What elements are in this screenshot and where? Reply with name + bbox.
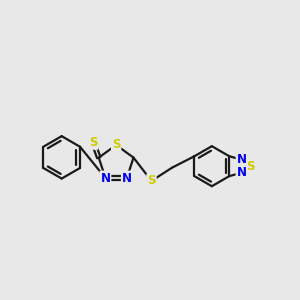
Text: N: N	[236, 153, 247, 166]
Text: N: N	[122, 172, 132, 184]
Text: S: S	[112, 139, 120, 152]
Text: S: S	[89, 136, 98, 149]
Text: N: N	[236, 166, 247, 179]
Text: N: N	[100, 172, 110, 184]
Text: S: S	[246, 160, 255, 173]
Text: S: S	[147, 174, 156, 188]
